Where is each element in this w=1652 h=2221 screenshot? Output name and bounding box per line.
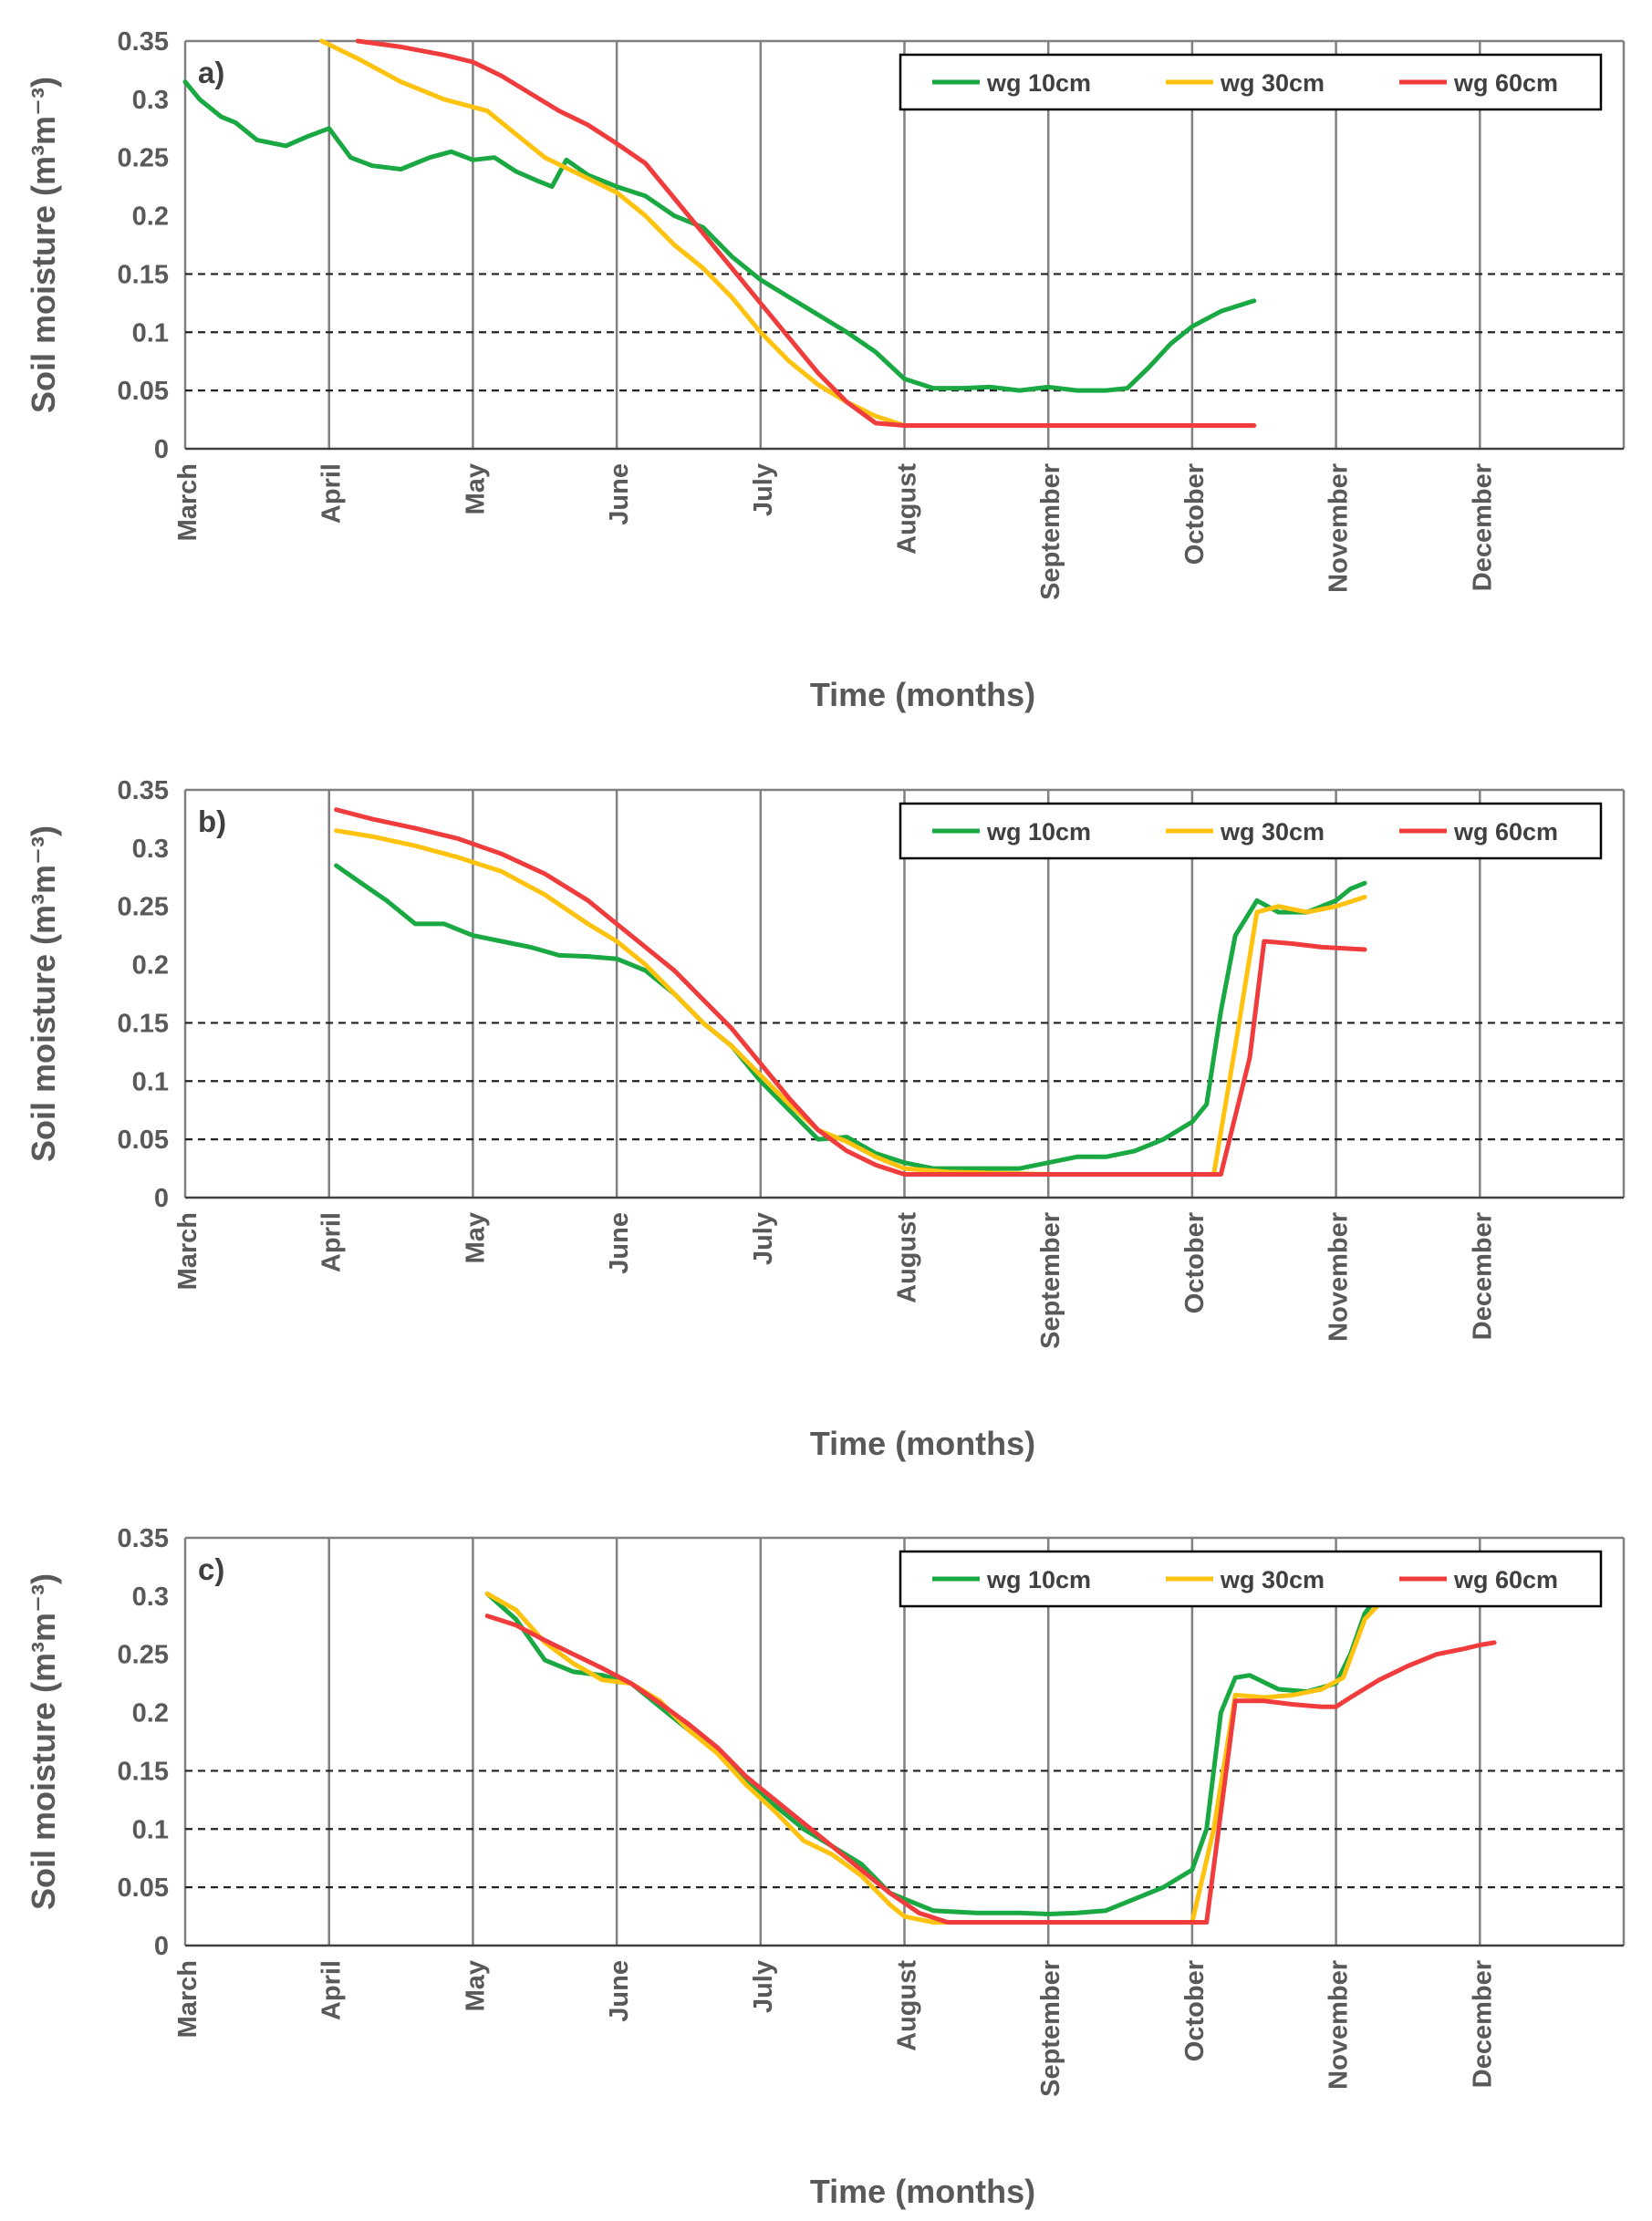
- series-line-wg-60cm: [355, 38, 1257, 428]
- x-tick-label: March: [173, 1212, 203, 1290]
- x-tick-label: August: [893, 463, 922, 555]
- legend-label: wg 10cm: [986, 69, 1091, 97]
- x-tick-label: December: [1468, 463, 1497, 591]
- legend-label: wg 60cm: [1453, 818, 1558, 846]
- series-line-wg-60cm: [484, 1614, 1497, 1925]
- y-tick-label: 0.05: [118, 1126, 169, 1155]
- panel-label: c): [198, 1552, 224, 1586]
- y-tick-label: 0.3: [132, 86, 169, 115]
- y-tick-label: 0.1: [132, 1067, 169, 1096]
- y-tick-label: 0.05: [118, 1873, 169, 1903]
- y-tick-label: 0: [154, 1932, 169, 1961]
- y-tick-label: 0.25: [118, 893, 169, 922]
- y-tick-label: 0.15: [118, 1757, 169, 1786]
- x-tick-label: June: [605, 1960, 634, 2022]
- chart-panel-a: 0 0.05 0.1 0.15 0.2 0.25 0.3 0.35 March April May J…: [25, 27, 1626, 713]
- x-tick-label: July: [749, 1960, 778, 2013]
- x-tick-label: December: [1468, 1212, 1497, 1340]
- legend-label: wg 10cm: [986, 1566, 1091, 1593]
- series-line-wg-10cm: [484, 1582, 1389, 1916]
- legend-box: [899, 1550, 1603, 1608]
- series-line-wg-10cm: [182, 79, 1257, 393]
- x-axis-title: Time (months): [810, 1425, 1035, 1462]
- x-tick-label: September: [1036, 1212, 1065, 1349]
- x-tick-label: March: [173, 1960, 203, 2038]
- y-tick-label: 0.3: [132, 835, 169, 864]
- x-tick-label: June: [605, 1212, 634, 1274]
- x-tick-label: March: [173, 463, 203, 541]
- legend-box: [899, 802, 1603, 860]
- x-tick-label: June: [605, 463, 634, 525]
- y-tick-label: 0.05: [118, 377, 169, 406]
- legend-label: wg 30cm: [1220, 69, 1325, 97]
- legend-label: wg 30cm: [1220, 818, 1325, 846]
- series-line-wg-30cm: [334, 828, 1367, 1177]
- x-tick-label: May: [461, 463, 490, 514]
- x-tick-label: December: [1468, 1960, 1497, 2088]
- y-tick-label: 0.35: [118, 776, 169, 805]
- legend-label: wg 60cm: [1453, 1566, 1558, 1593]
- x-tick-label: May: [461, 1212, 490, 1263]
- y-tick-label: 0.2: [132, 951, 169, 981]
- x-tick-label: November: [1325, 1960, 1354, 2090]
- panel-label: b): [198, 804, 226, 838]
- legend-label: wg 30cm: [1220, 1566, 1325, 1593]
- chart-panel-b: 0 0.05 0.1 0.15 0.2 0.25 0.3 0.35 March April May J…: [25, 776, 1626, 1462]
- x-tick-label: August: [893, 1212, 922, 1303]
- y-axis-title: Soil moisture (m³m⁻³): [25, 1573, 62, 1910]
- y-tick-label: 0.1: [132, 1815, 169, 1844]
- x-tick-label: October: [1180, 1960, 1210, 2061]
- y-tick-label: 0.2: [132, 202, 169, 232]
- x-tick-label: September: [1036, 463, 1065, 600]
- y-tick-label: 0.15: [118, 1009, 169, 1038]
- y-tick-label: 0.1: [132, 318, 169, 348]
- x-tick-label: September: [1036, 1960, 1065, 2097]
- x-tick-label: April: [317, 463, 347, 524]
- x-axis-title: Time (months): [810, 676, 1035, 713]
- y-tick-label: 0.25: [118, 1641, 169, 1670]
- x-axis-title: Time (months): [810, 2173, 1035, 2210]
- y-tick-label: 0.2: [132, 1699, 169, 1728]
- x-tick-label: November: [1325, 1212, 1354, 1342]
- x-tick-label: July: [749, 463, 778, 516]
- legend-box: [899, 53, 1603, 111]
- x-tick-label: May: [461, 1960, 490, 2011]
- y-axis-title: Soil moisture (m³m⁻³): [25, 825, 62, 1162]
- y-tick-label: 0.25: [118, 144, 169, 173]
- x-tick-label: April: [317, 1212, 347, 1272]
- series-line-wg-30cm: [484, 1591, 1389, 1925]
- x-tick-label: August: [893, 1960, 922, 2051]
- y-tick-label: 0.35: [118, 27, 169, 57]
- legend-label: wg 60cm: [1453, 69, 1558, 97]
- legend-label: wg 10cm: [986, 818, 1091, 846]
- y-tick-label: 0.35: [118, 1524, 169, 1553]
- x-tick-label: April: [317, 1960, 347, 2020]
- x-tick-label: October: [1180, 1212, 1210, 1313]
- y-tick-label: 0: [154, 435, 169, 464]
- series-line-wg-10cm: [334, 863, 1367, 1171]
- y-tick-label: 0: [154, 1184, 169, 1213]
- x-tick-label: November: [1325, 463, 1354, 593]
- y-tick-label: 0.15: [118, 260, 169, 289]
- chart-panel-c: 0 0.05 0.1 0.15 0.2 0.25 0.3 0.35 March April May J…: [25, 1524, 1626, 2210]
- series-line-wg-60cm: [334, 807, 1367, 1177]
- x-tick-label: October: [1180, 463, 1210, 565]
- panel-label: a): [198, 56, 224, 89]
- y-tick-label: 0.3: [132, 1583, 169, 1612]
- x-tick-label: July: [749, 1212, 778, 1265]
- y-axis-title: Soil moisture (m³m⁻³): [25, 77, 62, 413]
